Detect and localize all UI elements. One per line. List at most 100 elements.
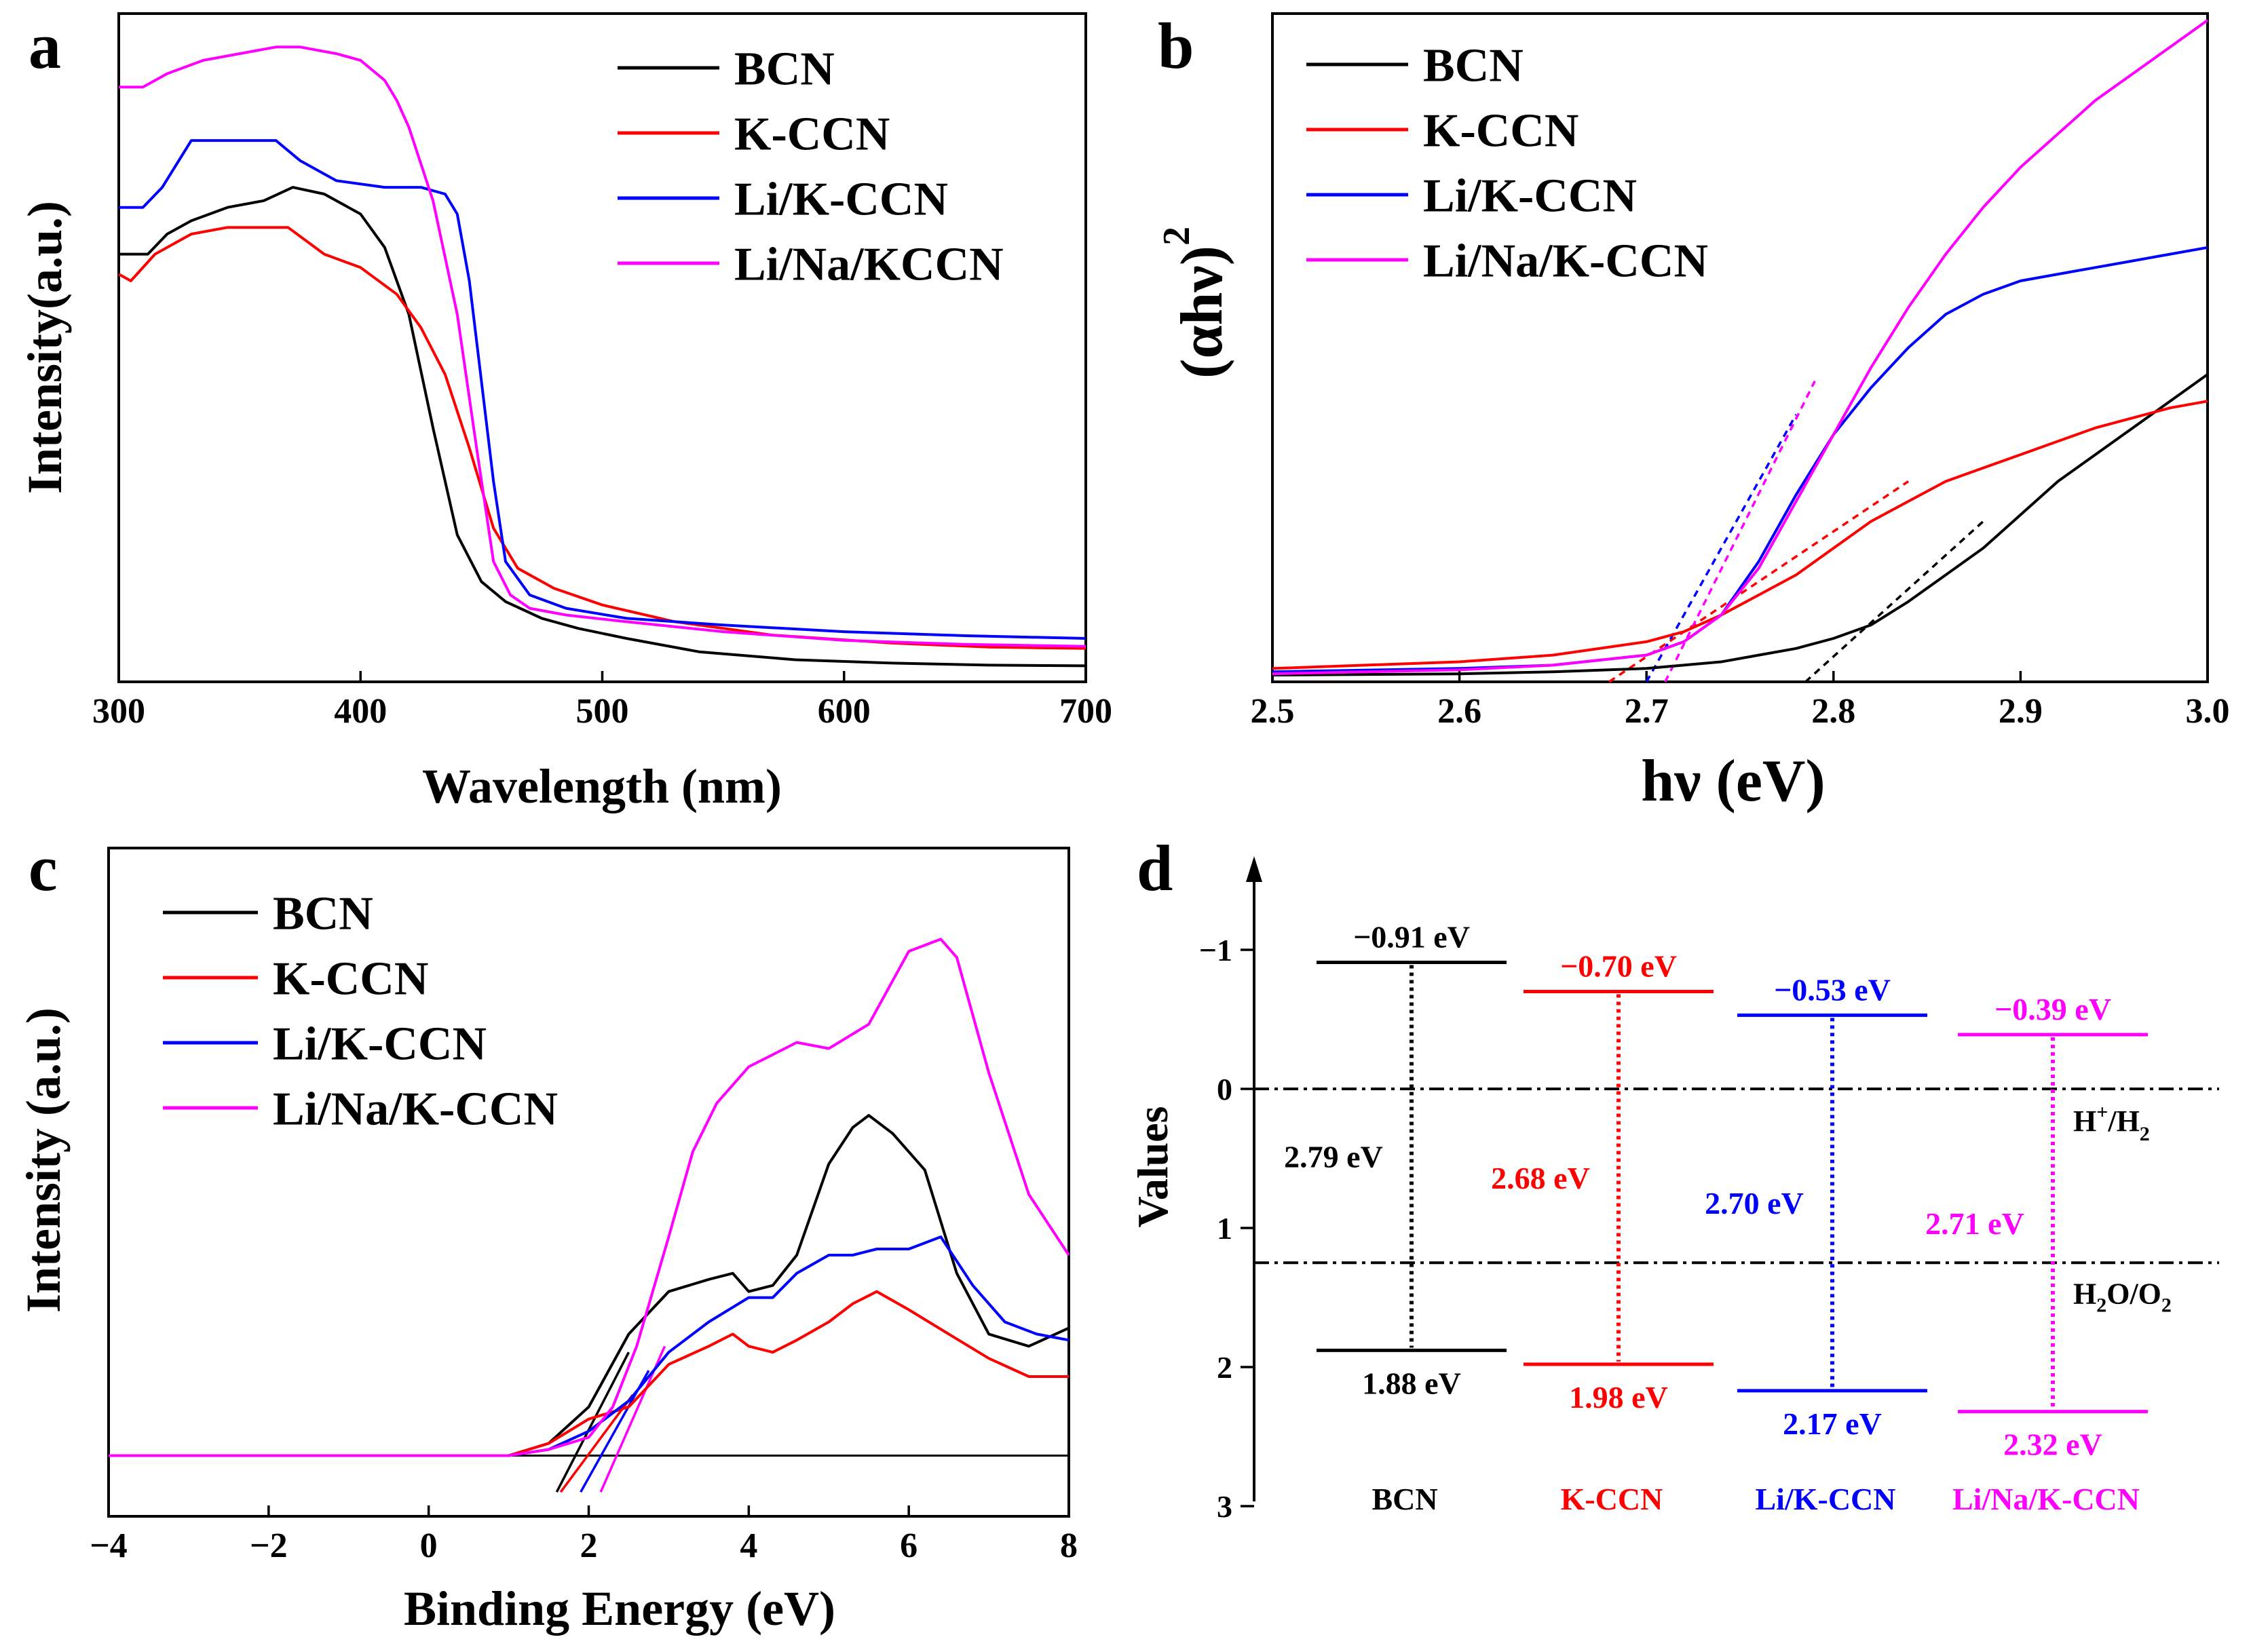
panel-b-y-label-sup: 2	[1156, 227, 1198, 246]
vb-value-label: 1.98 eV	[1569, 1380, 1668, 1415]
series-line-k-ccn	[109, 1290, 1069, 1457]
panel-b-x-ticks: 2.5 2.6 2.7 2.8 2.9 3.0	[1251, 671, 2230, 731]
panel-a-frame	[117, 12, 1087, 683]
material-name-label: K-CCN	[1561, 1482, 1663, 1516]
panel-d-y-label: Values	[1129, 1106, 1177, 1227]
gap-value-label: 2.79 eV	[1284, 1139, 1383, 1174]
tangent-line-bcn	[555, 1351, 630, 1493]
series-line-bcn	[109, 1114, 1070, 1457]
vb-value-label: 2.17 eV	[1783, 1406, 1882, 1441]
legend-label: Li/Na/KCCN	[734, 239, 1004, 291]
panel-b-frame	[1271, 12, 2209, 683]
x-tick-label: 2.6	[1437, 692, 1481, 731]
panel-c-legend: BCN K-CCN Li/K-CCN Li/Na/K-CCN	[163, 888, 558, 1136]
cb-value-label: −0.53 eV	[1774, 972, 1891, 1007]
x-tick-label: 400	[334, 692, 387, 731]
legend-label: Li/K-CCN	[734, 174, 948, 226]
tangent-line-li-na-k-ccn	[1664, 380, 1816, 683]
panel-d-band-levels: −0.91 eV 1.88 eV 2.79 eV BCN −0.70 eV 1.98 eV…	[1284, 919, 2148, 1516]
panel-b-tangents	[1608, 380, 1984, 683]
panel-a-series	[118, 45, 1086, 668]
cb-value-label: −0.70 eV	[1560, 949, 1677, 984]
x-tick-label: 2.8	[1811, 692, 1855, 731]
x-tick-label: 600	[818, 692, 871, 731]
x-tick-label: 6	[900, 1526, 918, 1565]
x-tick-label: 2.7	[1625, 692, 1669, 731]
legend-label: K-CCN	[273, 953, 428, 1005]
cb-value-label: −0.39 eV	[1994, 992, 2111, 1026]
series-line-li-na-kccn	[119, 45, 1086, 648]
vb-value-label: 2.32 eV	[2003, 1427, 2102, 1462]
tangent-line-bcn	[1804, 520, 1984, 683]
y-tick-label: 3	[1217, 1489, 1232, 1524]
legend-label: BCN	[734, 43, 835, 96]
x-tick-label: −2	[250, 1526, 288, 1565]
panel-b-legend: BCN K-CCN Li/K-CCN Li/Na/K-CCN	[1306, 40, 1708, 288]
legend-label: K-CCN	[1423, 105, 1578, 157]
x-tick-label: 8	[1060, 1526, 1078, 1565]
y-tick-label: −1	[1199, 933, 1232, 967]
panel-c-x-ticks: −4 −2 0 2 4 6 8	[90, 1505, 1078, 1565]
series-line-li-k-ccn	[1272, 246, 2208, 674]
gap-value-label: 2.68 eV	[1491, 1161, 1590, 1195]
x-tick-label: 2	[580, 1526, 598, 1565]
vb-value-label: 1.88 eV	[1362, 1366, 1461, 1400]
panel-b: b 2.5 2.6 2.7 2.8 2.9 3.0 BCN K-CCN Li/K-CCN Li/…	[1156, 9, 2230, 814]
series-line-li-na-k-ccn	[109, 938, 1070, 1457]
panel-d-reference-levels: H+/H2 H2O/O2	[1254, 1088, 2219, 1316]
panel-letter-d: d	[1137, 832, 1173, 904]
panel-b-y-label-group: (αhν) 2	[1156, 227, 1235, 379]
x-tick-label: 3.0	[2186, 692, 2230, 731]
series-line-k-ccn	[1272, 400, 2208, 670]
material-name-label: BCN	[1372, 1482, 1437, 1516]
series-line-li-k-ccn	[119, 139, 1086, 640]
legend-label: Li/Na/K-CCN	[1423, 235, 1708, 288]
material-name-label: Li/K-CCN	[1756, 1482, 1896, 1516]
legend-label: BCN	[1423, 40, 1524, 92]
legend-label: K-CCN	[734, 109, 890, 161]
tangent-line-li-k-ccn	[1645, 414, 1798, 683]
panel-b-y-label: (αhν)	[1169, 246, 1235, 379]
panel-a-y-label: Intensity(a.u.)	[18, 201, 72, 494]
x-tick-label: 4	[740, 1526, 757, 1565]
panel-c-tangents	[555, 1345, 666, 1493]
series-line-li-na-k-ccn	[1272, 19, 2209, 676]
gap-value-label: 2.71 eV	[1925, 1206, 2024, 1241]
reference-label: H2O/O2	[2073, 1277, 2172, 1316]
legend-label: Li/K-CCN	[1423, 170, 1637, 223]
panel-a-x-label: Wavelength (nm)	[422, 759, 782, 813]
x-tick-label: 0	[420, 1526, 438, 1565]
x-tick-label: 500	[576, 692, 629, 731]
series-line-bcn	[119, 186, 1086, 668]
x-tick-label: 2.9	[1999, 692, 2043, 731]
panel-letter-c: c	[29, 832, 58, 904]
x-tick-label: 300	[92, 692, 145, 731]
series-line-k-ccn	[118, 226, 1086, 650]
legend-label: Li/K-CCN	[273, 1018, 487, 1071]
tangent-line-k-ccn	[559, 1394, 634, 1493]
legend-label: BCN	[273, 888, 373, 940]
y-tick-label: 2	[1217, 1350, 1232, 1385]
series-line-bcn	[1272, 373, 2209, 677]
panel-a-x-ticks: 300 400 500 600 700	[92, 671, 1112, 731]
x-tick-label: 2.5	[1251, 692, 1295, 731]
x-tick-label: −4	[90, 1526, 128, 1565]
panel-letter-a: a	[29, 9, 61, 82]
panel-d-y-ticks: −1 0 1 2 3	[1199, 933, 1254, 1524]
legend-label: Li/Na/K-CCN	[273, 1083, 558, 1136]
panel-c-y-label: Intensity (a.u.)	[16, 1007, 71, 1313]
panel-b-x-label: hν (eV)	[1641, 748, 1825, 814]
panel-a: a 300 400 500 600 700 BCN K-CCN Li/K-CCN Li/Na/…	[18, 9, 1112, 813]
reference-label: H+/H2	[2073, 1101, 2150, 1145]
x-tick-label: 700	[1059, 692, 1112, 731]
material-name-label: Li/Na/K-CCN	[1952, 1482, 2140, 1516]
panel-a-legend: BCN K-CCN Li/K-CCN Li/Na/KCCN	[618, 43, 1004, 291]
cb-value-label: −0.91 eV	[1353, 919, 1470, 954]
gap-value-label: 2.70 eV	[1705, 1186, 1804, 1221]
y-tick-label: 1	[1217, 1211, 1232, 1246]
panel-d-y-axis-arrow	[1246, 856, 1262, 882]
y-tick-label: 0	[1217, 1072, 1232, 1107]
panel-d: d −1 0 1 2 3 H+/H2 H2O/O2 −0.91 eV 1.88 eV 2.79…	[1129, 832, 2219, 1524]
panel-b-series	[1272, 19, 2209, 677]
panel-letter-b: b	[1158, 9, 1194, 82]
